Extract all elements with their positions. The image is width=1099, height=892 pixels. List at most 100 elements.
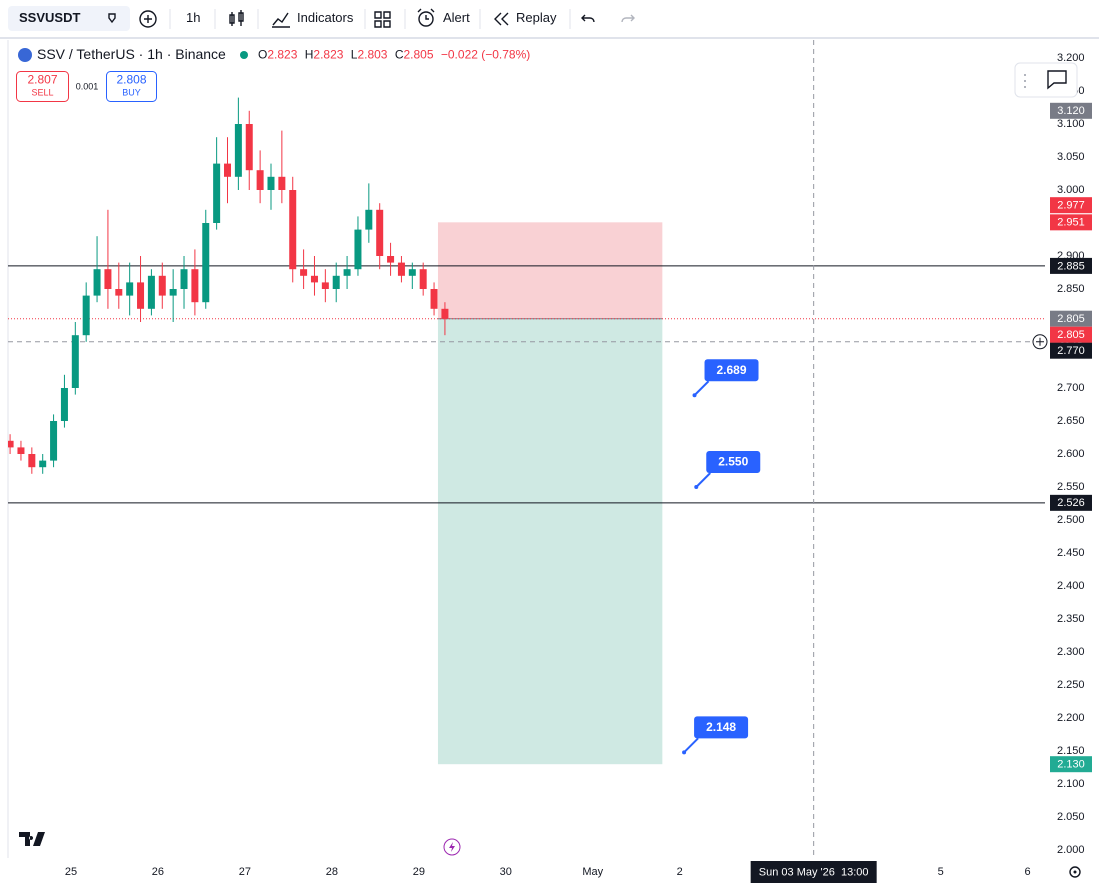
candle-body: [39, 460, 47, 468]
compare-plus: [144, 15, 152, 23]
callout-pointer: [693, 380, 710, 396]
replay-icon[interactable]: [494, 12, 509, 26]
candle-body: [234, 124, 242, 177]
alert-icon[interactable]: [418, 11, 434, 27]
x-tick-label: 2: [677, 866, 683, 878]
callout-anchor: [692, 393, 697, 398]
candle-body: [332, 275, 340, 289]
candle-body: [126, 282, 134, 296]
price-label-box: [1050, 197, 1092, 214]
candle-body: [419, 269, 427, 289]
change: −0.022 (−0.78%): [441, 48, 530, 62]
indicators-button[interactable]: Indicators: [297, 10, 354, 25]
symbol-logo: [18, 48, 32, 62]
price-axis: 2.000 2.050 2.100 2.150 2.200 2.250 2.300 2.350…: [1045, 52, 1092, 856]
chart-type-button[interactable]: [229, 10, 244, 26]
y-tick-label: 2.450: [1057, 547, 1085, 559]
tradingview-logo[interactable]: [19, 832, 45, 846]
callout-box: [694, 716, 749, 739]
candle-body: [158, 275, 166, 296]
symbol[interactable]: SSVUSDT: [19, 10, 80, 25]
price-label-box: [1050, 494, 1092, 511]
x-tick-label: 28: [326, 866, 338, 878]
callout-anchor: [682, 750, 687, 755]
y-tick-label: 2.400: [1057, 580, 1085, 592]
price-label: 2.130: [1057, 759, 1085, 771]
candle-body: [104, 269, 112, 289]
templates-button[interactable]: [374, 11, 391, 28]
candle-body: [180, 269, 188, 289]
symbol-icon[interactable]: [108, 13, 116, 24]
candle-body: [8, 440, 14, 448]
price-label-box: [1050, 756, 1092, 773]
target-zone: [437, 318, 663, 765]
price-label-box: [1050, 102, 1092, 119]
callout-box: [706, 451, 761, 473]
x-tick-label: 27: [239, 866, 251, 878]
y-tick-label: 2.850: [1057, 283, 1085, 295]
x-tick-label: 6: [1025, 866, 1031, 878]
price-label: 2.805: [1057, 313, 1085, 325]
ohlc-key: O: [258, 48, 267, 62]
ohlc-value: 2.805: [404, 48, 434, 62]
buy-button[interactable]: [106, 71, 157, 102]
x-tick-label: 25: [65, 866, 77, 878]
comment-button[interactable]: [1047, 70, 1067, 90]
compare-button[interactable]: [139, 10, 157, 28]
y-tick-label: 2.100: [1057, 778, 1085, 790]
candle-body: [245, 124, 253, 171]
settings-button[interactable]: [1069, 866, 1081, 878]
ohlc-legend: O2.823 H2.823 L2.803 C2.805 −0.022 (−0.7…: [258, 48, 530, 62]
indicators-icon[interactable]: [272, 12, 290, 28]
symbol-box[interactable]: [8, 6, 130, 31]
candle-body: [115, 289, 123, 296]
ohlc-key: L: [351, 48, 358, 62]
settings-dot: [1073, 870, 1077, 874]
y-tick-label: 2.200: [1057, 712, 1085, 724]
ohlc-key: C: [395, 48, 404, 62]
candle-body: [387, 256, 395, 263]
ohlc-value: 2.823: [267, 48, 297, 62]
callout-anchor: [694, 485, 699, 489]
crosshair-time-label: Sun 03 May '26 13:00: [759, 866, 869, 878]
interval[interactable]: 1h: [186, 10, 200, 25]
candle-body: [376, 209, 384, 256]
candle-body: [50, 421, 58, 461]
buy-label[interactable]: BUY: [122, 87, 141, 97]
sell-button[interactable]: [16, 71, 69, 102]
y-tick-label: 3.200: [1057, 52, 1085, 64]
replay-button[interactable]: Replay: [516, 10, 557, 25]
y-tick-label: 3.050: [1057, 151, 1085, 163]
undo-button[interactable]: [581, 14, 595, 23]
toolbar: SSVUSDT 1h Indicators Alert Replay: [0, 0, 1099, 39]
x-tick-label: May: [582, 866, 603, 878]
ohlc-key: H: [305, 48, 314, 62]
y-tick-label: 2.700: [1057, 382, 1085, 394]
candle-body: [202, 223, 210, 303]
candle-body: [267, 176, 275, 190]
y-tick-label: 2.350: [1057, 613, 1085, 625]
crosshair-time-box: [750, 861, 877, 883]
alert-button[interactable]: Alert: [443, 10, 470, 25]
price-label: 2.885: [1057, 260, 1085, 272]
sell-price[interactable]: 2.807: [27, 73, 57, 87]
price-label: 2.526: [1057, 497, 1085, 509]
alert-icon-hands: [417, 8, 435, 20]
buy-price[interactable]: 2.808: [116, 73, 146, 87]
callout-box: [704, 359, 759, 382]
toolbar-bg: [0, 0, 1099, 38]
sell-label[interactable]: SELL: [31, 87, 53, 97]
market-status: [240, 51, 248, 59]
price-label: 2.977: [1057, 200, 1085, 212]
y-tick-label: 3.000: [1057, 184, 1085, 196]
candle-body: [441, 308, 449, 319]
candle-body: [430, 289, 438, 309]
x-tick-label: 29: [413, 866, 425, 878]
redo-button[interactable]: [621, 14, 635, 23]
candle-body: [17, 447, 25, 454]
y-tick-label: 3.100: [1057, 118, 1085, 130]
candle-body: [408, 269, 416, 276]
spread: 0.001: [76, 81, 99, 91]
y-tick-label: 2.250: [1057, 679, 1085, 691]
price-label-box: [1050, 214, 1092, 231]
